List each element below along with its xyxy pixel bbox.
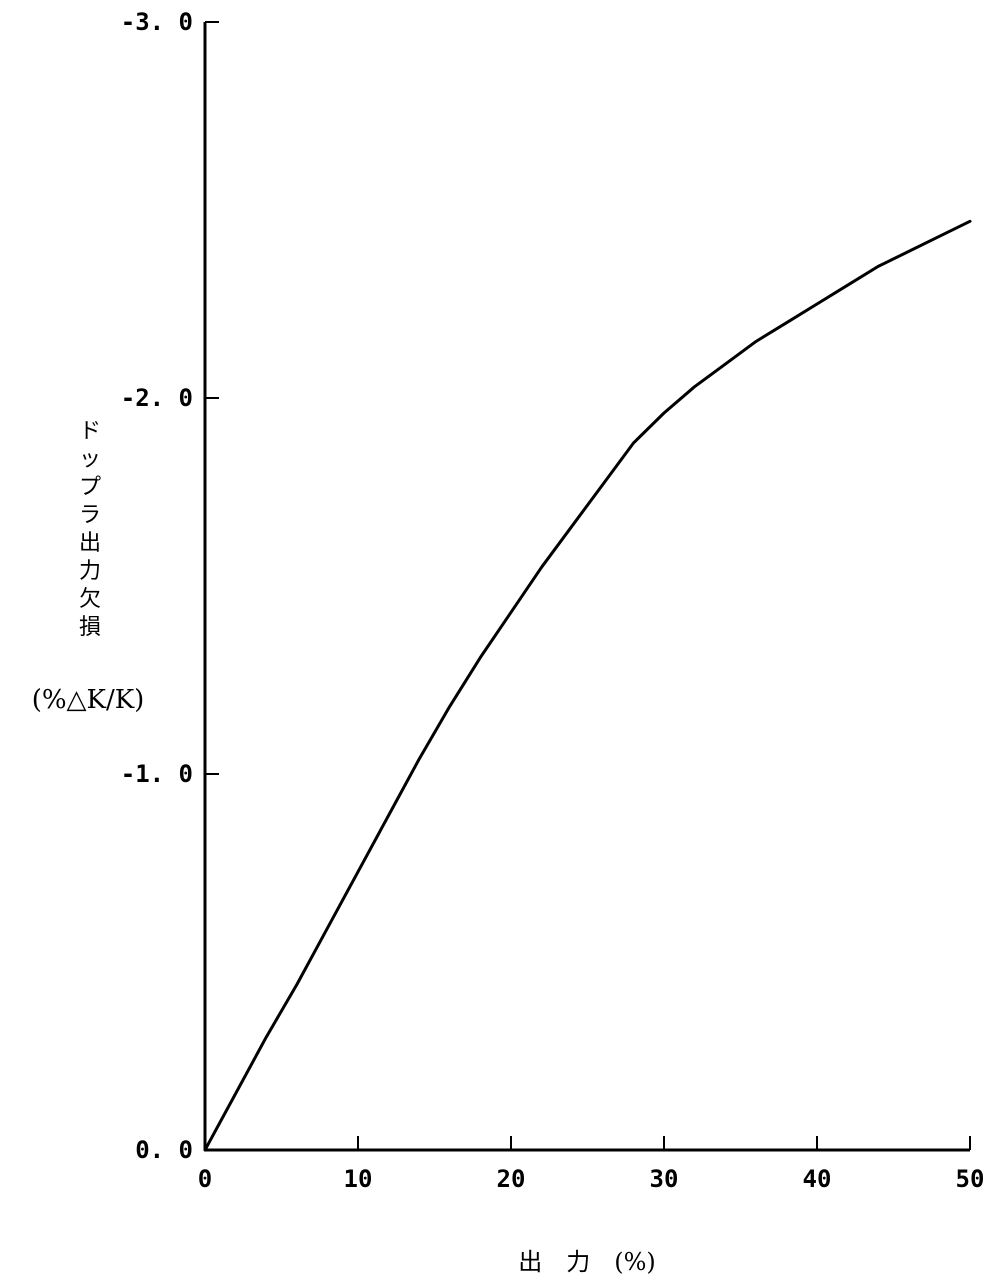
y-tick-label: 0. 0 [135,1136,193,1164]
y-axis-title-char: ド [79,419,101,444]
y-axis-title-char: ッ [79,447,101,472]
y-tick-label: -2. 0 [121,384,193,412]
x-tick-label: 30 [650,1165,679,1193]
series-layer [203,219,972,1152]
y-tick-label: -3. 0 [121,8,193,36]
x-tick-label: 0 [198,1165,212,1193]
x-axis-title: 出 力 (%) [518,1248,656,1276]
y-axis-ticks: 0. 0 -1. 0 -2. 0 -3. 0 [121,8,219,1164]
x-tick-label: 20 [497,1165,526,1193]
y-axis-unit: (%△K/K) [32,685,145,715]
y-axis-title-char: ラ [79,503,101,528]
y-axis-title-char: 損 [79,615,101,640]
series-line-1 [203,219,972,1152]
y-axis-title-char: プ [79,475,101,500]
y-axis-title-char: 出 [79,531,101,556]
x-axis-ticks: 0 10 20 30 40 50 [198,1136,985,1193]
x-tick-label: 50 [956,1165,985,1193]
x-tick-label: 40 [803,1165,832,1193]
x-tick-label: 10 [344,1165,373,1193]
axes [203,22,970,1152]
y-tick-label: -1. 0 [121,760,193,788]
y-axis-title-char: 力 [79,559,101,584]
y-axis-title-char: 欠 [79,587,101,612]
